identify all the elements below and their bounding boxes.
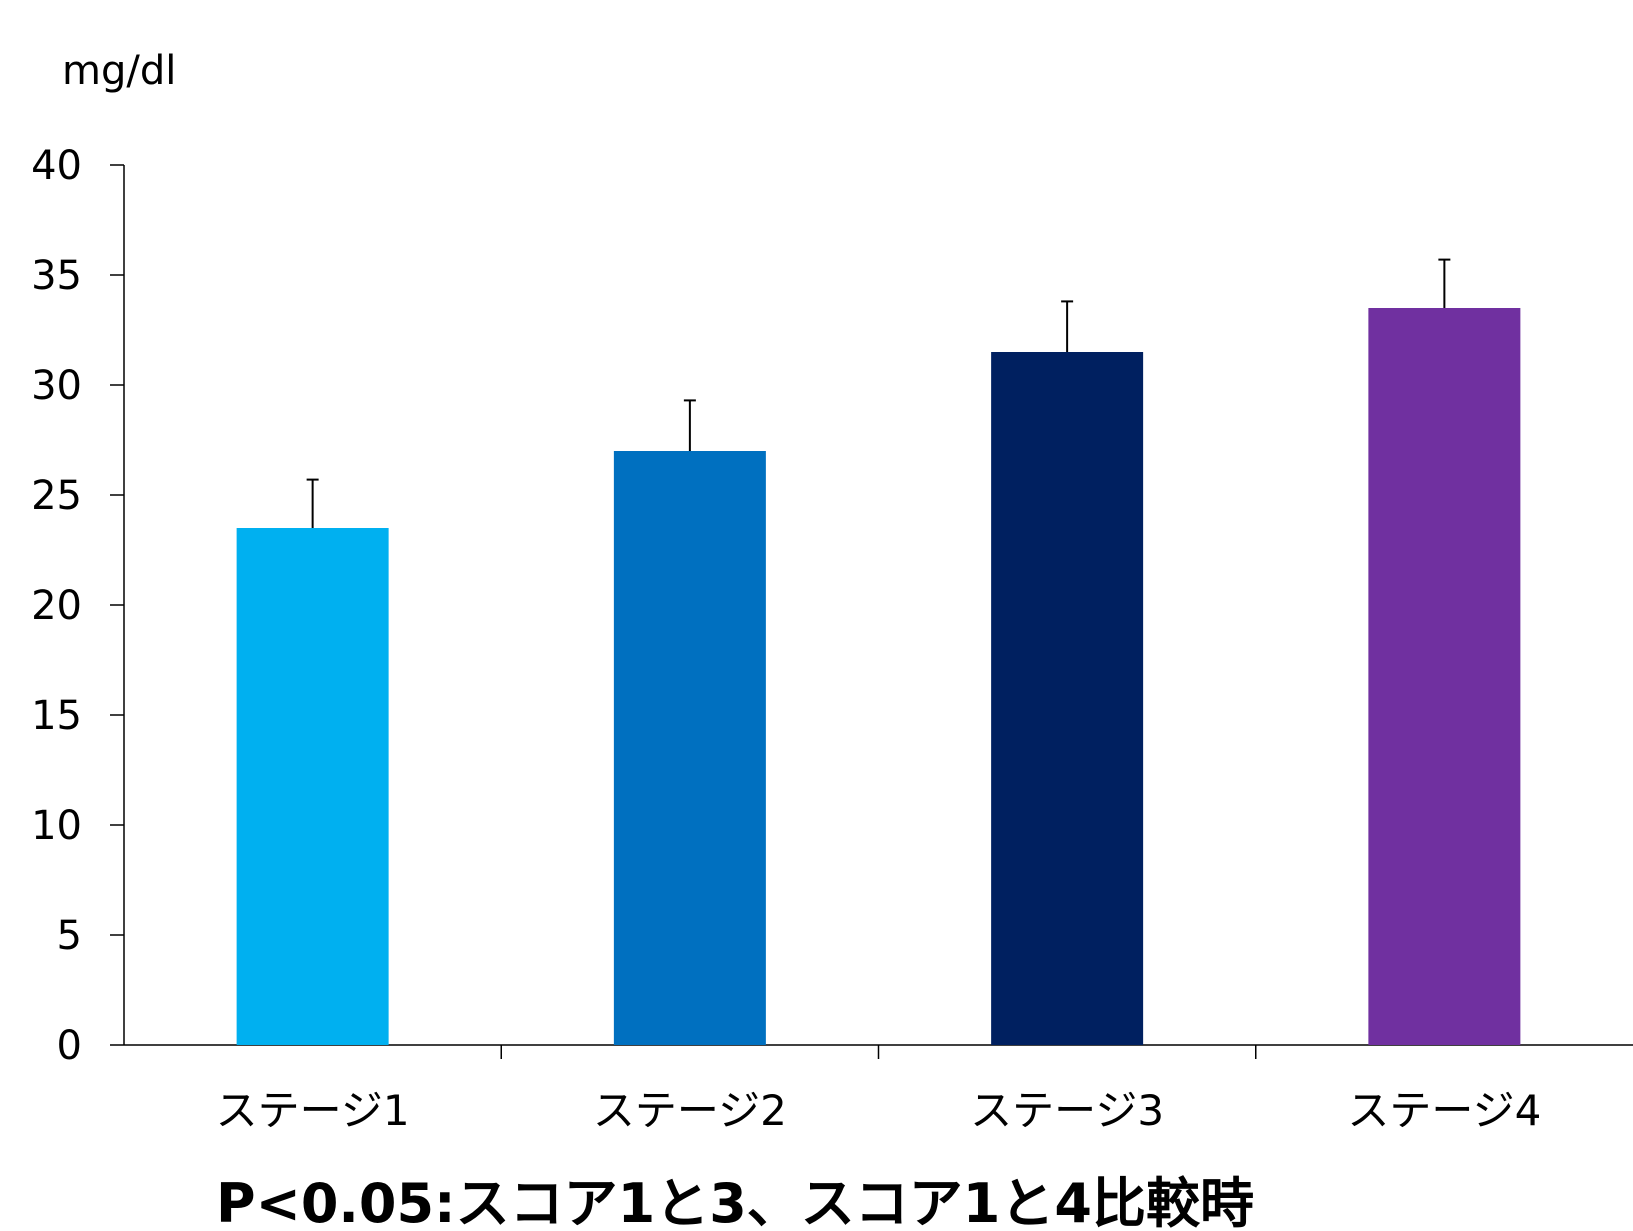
- y-tick-label: 35: [31, 253, 82, 299]
- bar-3: [991, 352, 1144, 1045]
- y-tick-label: 10: [31, 803, 82, 849]
- y-tick-label: 20: [31, 583, 82, 629]
- x-category-label: ステージ1: [216, 1086, 410, 1135]
- bar-4: [1368, 308, 1521, 1045]
- x-axis-labels: ステージ1 ステージ2 ステージ3 ステージ4: [216, 1086, 1542, 1135]
- y-tick-label: 25: [31, 473, 82, 519]
- y-tick-label: 5: [57, 913, 82, 959]
- bar-2: [613, 451, 766, 1045]
- y-tick-label: 40: [31, 143, 82, 189]
- error-bars: [306, 258, 1451, 528]
- significance-footnote: P<0.05:スコア1と3、スコア1と4比較時: [216, 1172, 1254, 1231]
- y-axis-ticks: 0 5 10 15 20 25 30 35 40: [31, 143, 124, 1069]
- y-unit-label: mg/dl: [62, 48, 176, 94]
- x-category-label: ステージ2: [593, 1086, 787, 1135]
- y-tick-label: 0: [57, 1023, 82, 1069]
- y-tick-label: 30: [31, 363, 82, 409]
- bar-series: [236, 308, 1521, 1045]
- bar-1: [236, 528, 389, 1045]
- y-tick-label: 15: [31, 693, 82, 739]
- x-category-label: ステージ3: [970, 1086, 1164, 1135]
- x-category-label: ステージ4: [1347, 1086, 1541, 1135]
